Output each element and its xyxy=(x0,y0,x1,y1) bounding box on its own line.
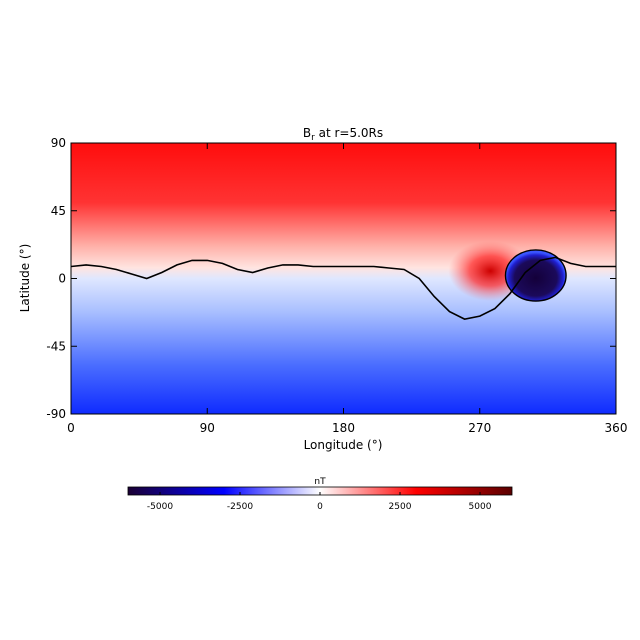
y-tick-label: 90 xyxy=(51,136,66,150)
y-tick-label: 0 xyxy=(58,272,66,286)
title-main: B xyxy=(303,126,311,140)
y-tick-label: -90 xyxy=(46,407,66,421)
plot-area xyxy=(71,143,616,414)
x-axis-label: Longitude (°) xyxy=(304,438,383,452)
colorbar-tick-label: 5000 xyxy=(469,502,492,512)
x-tick-label: 0 xyxy=(67,421,75,435)
y-axis: 90 45 0 -45 -90 xyxy=(46,136,616,421)
negative-spot xyxy=(504,249,567,302)
title-rest: at r=5.0Rs xyxy=(315,126,383,140)
colorbar-tick-label: -5000 xyxy=(147,502,173,512)
x-tick-label: 360 xyxy=(605,421,628,435)
title-subscript: r xyxy=(311,133,315,143)
x-tick-label: 90 xyxy=(200,421,215,435)
colorbar-tick-label: 0 xyxy=(317,502,323,512)
chart-title: Br at r=5.0Rs xyxy=(303,126,383,143)
colorbar-ticks: -5000 -2500 0 2500 5000 xyxy=(147,492,492,512)
colorbar-label: nT xyxy=(314,477,326,487)
y-tick-label: -45 xyxy=(46,339,66,353)
neutral-line xyxy=(71,256,616,320)
x-tick-label: 270 xyxy=(468,421,491,435)
y-axis-label: Latitude (°) xyxy=(18,244,32,313)
x-tick-label: 180 xyxy=(332,421,355,435)
colorbar-tick-label: -2500 xyxy=(227,502,253,512)
x-axis: 0 90 180 270 360 xyxy=(67,143,627,435)
colorbar-tick-label: 2500 xyxy=(389,502,412,512)
y-tick-label: 45 xyxy=(51,204,66,218)
